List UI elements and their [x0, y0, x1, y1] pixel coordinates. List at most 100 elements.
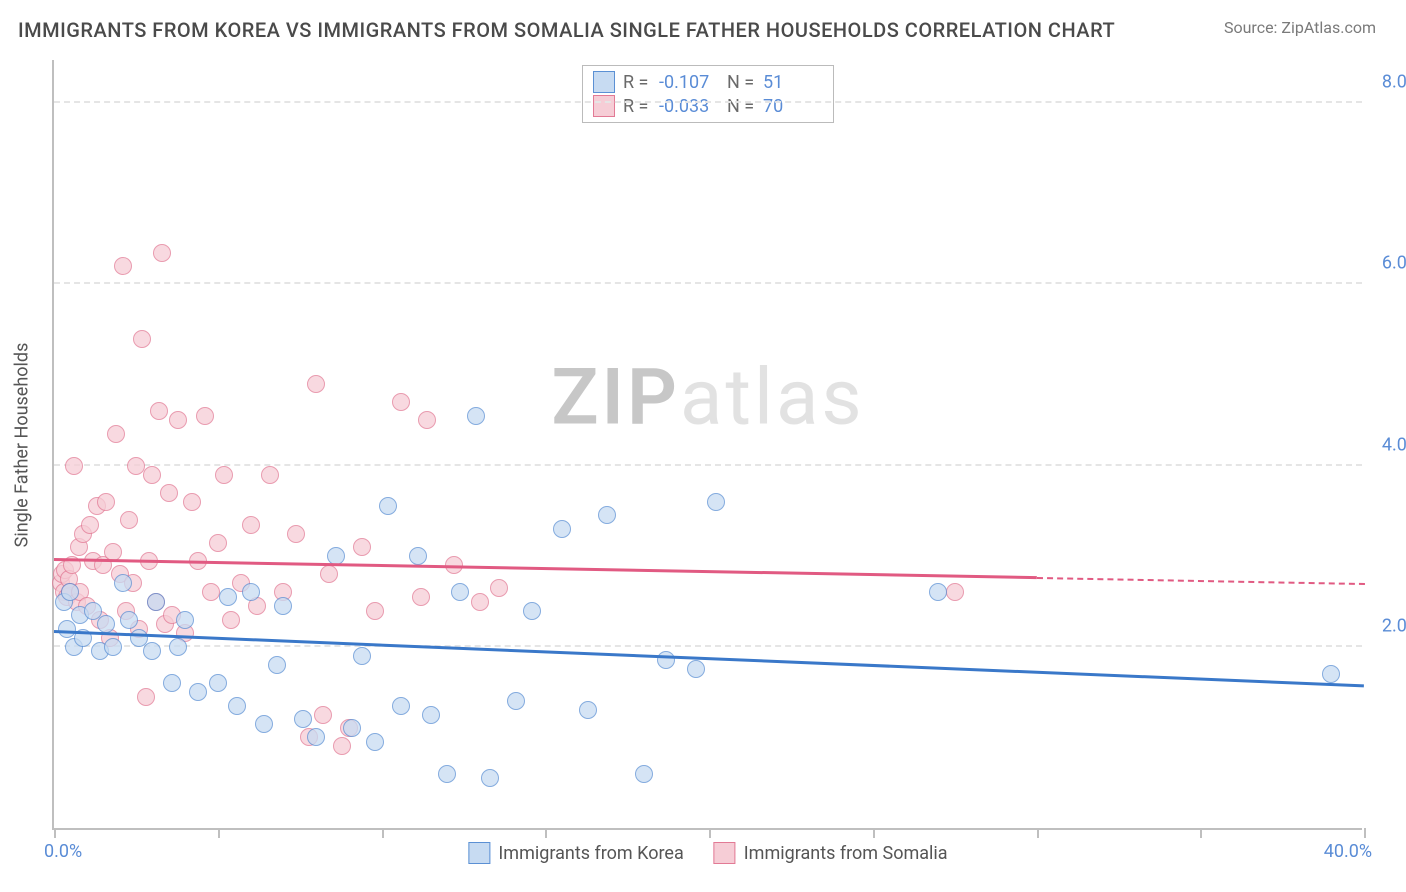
- scatter-point-somalia: [366, 602, 384, 620]
- gridline-h: [54, 282, 1362, 284]
- scatter-point-korea: [553, 520, 571, 538]
- scatter-point-somalia: [471, 593, 489, 611]
- scatter-point-somalia: [418, 411, 436, 429]
- watermark: ZIPatlas: [551, 352, 864, 443]
- scatter-point-somalia: [222, 611, 240, 629]
- scatter-point-korea: [929, 583, 947, 601]
- scatter-point-somalia: [215, 466, 233, 484]
- scatter-point-somalia: [412, 588, 430, 606]
- scatter-point-somalia: [196, 407, 214, 425]
- R-value-somalia: -0.033: [659, 96, 719, 117]
- scatter-point-somalia: [490, 579, 508, 597]
- scatter-point-somalia: [150, 402, 168, 420]
- x-max-label: 40.0%: [1324, 841, 1372, 862]
- scatter-point-somalia: [392, 393, 410, 411]
- y-tick-label: 2.0%: [1382, 615, 1406, 636]
- scatter-point-somalia: [353, 538, 371, 556]
- scatter-point-somalia: [127, 457, 145, 475]
- scatter-point-korea: [657, 651, 675, 669]
- R-label: R =: [623, 96, 651, 117]
- scatter-point-korea: [163, 674, 181, 692]
- scatter-point-somalia: [320, 565, 338, 583]
- scatter-point-korea: [176, 611, 194, 629]
- gridline-h: [54, 101, 1362, 103]
- scatter-point-somalia: [209, 534, 227, 552]
- scatter-point-korea: [343, 719, 361, 737]
- legend-label-somalia: Immigrants from Somalia: [744, 843, 948, 864]
- scatter-point-korea: [635, 765, 653, 783]
- scatter-point-korea: [147, 593, 165, 611]
- x-tick: [218, 828, 220, 838]
- scatter-point-korea: [294, 710, 312, 728]
- chart-title: IMMIGRANTS FROM KOREA VS IMMIGRANTS FROM…: [18, 18, 1115, 42]
- series-legend: Immigrants from Korea Immigrants from So…: [468, 842, 947, 864]
- scatter-point-somalia: [137, 688, 155, 706]
- plot-wrap: Single Father Households ZIPatlas R = -0…: [52, 60, 1362, 830]
- x-tick: [1200, 828, 1202, 838]
- N-label: N =: [727, 72, 755, 93]
- scatter-point-somalia: [153, 244, 171, 262]
- N-value-korea: 51: [763, 72, 823, 93]
- gridline-h: [54, 645, 1362, 647]
- scatter-point-korea: [438, 765, 456, 783]
- scatter-point-korea: [422, 706, 440, 724]
- scatter-point-korea: [219, 588, 237, 606]
- scatter-point-korea: [97, 615, 115, 633]
- correlation-row-korea: R = -0.107 N = 51: [593, 70, 823, 94]
- y-tick-label: 6.0%: [1382, 253, 1406, 274]
- R-label: R =: [623, 72, 651, 93]
- correlation-row-somalia: R = -0.033 N = 70: [593, 94, 823, 118]
- scatter-point-korea: [189, 683, 207, 701]
- scatter-point-korea: [353, 647, 371, 665]
- scatter-point-korea: [409, 547, 427, 565]
- scatter-point-korea: [451, 583, 469, 601]
- scatter-point-somalia: [242, 516, 260, 534]
- legend-item-korea: Immigrants from Korea: [468, 842, 683, 864]
- legend-label-korea: Immigrants from Korea: [498, 843, 683, 864]
- scatter-point-korea: [598, 506, 616, 524]
- correlation-legend: R = -0.107 N = 51 R = -0.033 N = 70: [582, 65, 834, 123]
- scatter-point-korea: [392, 697, 410, 715]
- R-value-korea: -0.107: [659, 72, 719, 93]
- x-tick: [873, 828, 875, 838]
- scatter-point-korea: [228, 697, 246, 715]
- x-min-label: 0.0%: [44, 841, 82, 862]
- scatter-point-korea: [379, 497, 397, 515]
- x-tick: [709, 828, 711, 838]
- scatter-point-korea: [104, 638, 122, 656]
- scatter-point-korea: [209, 674, 227, 692]
- scatter-point-somalia: [120, 511, 138, 529]
- scatter-point-somalia: [143, 466, 161, 484]
- trendline-dash-somalia: [1036, 577, 1364, 585]
- scatter-point-korea: [114, 574, 132, 592]
- scatter-point-somalia: [333, 737, 351, 755]
- swatch-korea: [468, 842, 490, 864]
- scatter-point-somalia: [169, 411, 187, 429]
- swatch-somalia: [714, 842, 736, 864]
- scatter-point-somalia: [133, 330, 151, 348]
- scatter-point-somalia: [114, 257, 132, 275]
- scatter-point-somalia: [107, 425, 125, 443]
- scatter-point-korea: [274, 597, 292, 615]
- x-tick: [54, 828, 56, 838]
- watermark-light: atlas: [680, 352, 865, 443]
- scatter-point-korea: [481, 769, 499, 787]
- scatter-point-somalia: [287, 525, 305, 543]
- source-label: Source: ZipAtlas.com: [1224, 18, 1376, 37]
- x-tick: [545, 828, 547, 838]
- scatter-point-korea: [507, 692, 525, 710]
- scatter-point-korea: [242, 583, 260, 601]
- scatter-point-somalia: [97, 493, 115, 511]
- scatter-point-korea: [307, 728, 325, 746]
- legend-item-somalia: Immigrants from Somalia: [714, 842, 948, 864]
- scatter-point-korea: [523, 602, 541, 620]
- plot-area: ZIPatlas R = -0.107 N = 51 R = -0.033 N …: [52, 60, 1362, 830]
- scatter-point-somalia: [183, 493, 201, 511]
- scatter-point-korea: [58, 620, 76, 638]
- scatter-point-korea: [707, 493, 725, 511]
- scatter-point-korea: [255, 715, 273, 733]
- N-value-somalia: 70: [763, 96, 823, 117]
- y-axis-title: Single Father Households: [12, 343, 33, 548]
- scatter-point-somalia: [160, 484, 178, 502]
- scatter-point-korea: [467, 407, 485, 425]
